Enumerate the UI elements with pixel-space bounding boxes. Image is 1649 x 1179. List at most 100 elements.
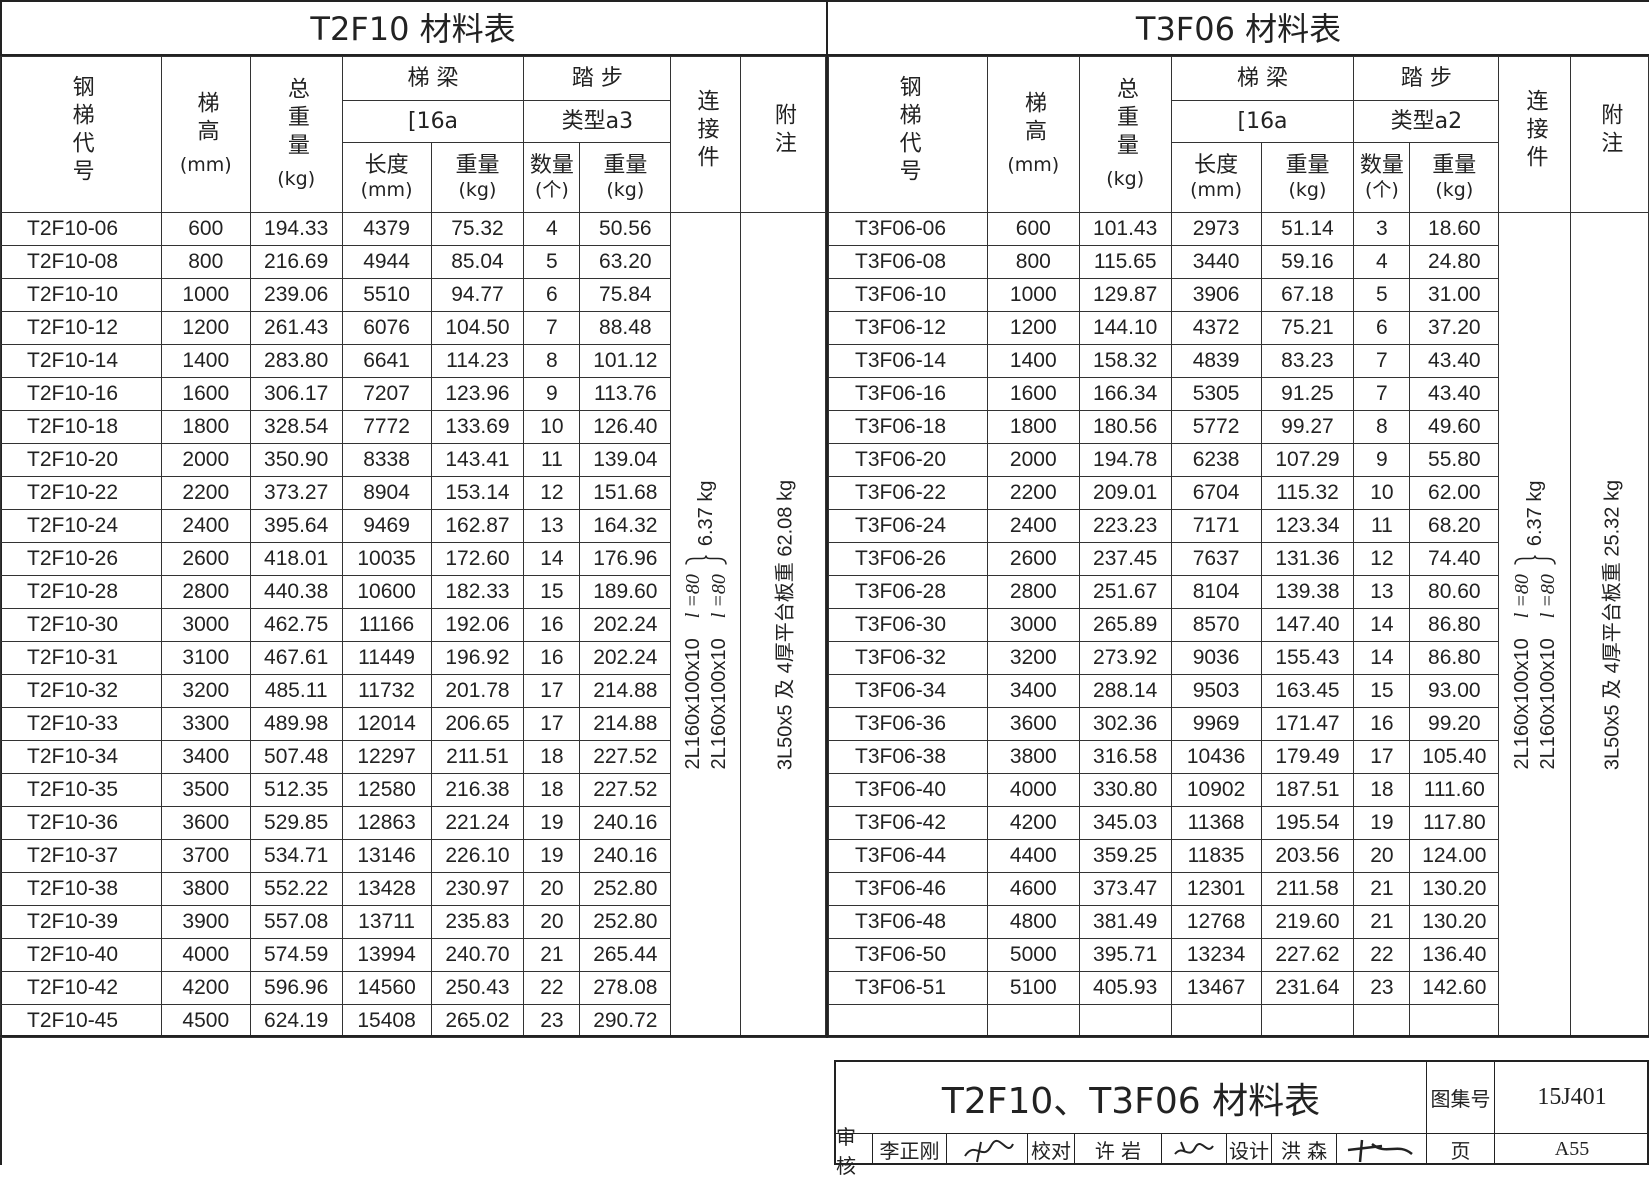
data-cell: 80.60 (1409, 575, 1500, 609)
data-cell: 4944 (341, 245, 432, 279)
data-row: T2F10-12 1200 261.43 6076 104.50 7 88.48 (0, 311, 826, 345)
data-row: T2F10-10 1000 239.06 5510 94.77 6 75.84 (0, 278, 826, 312)
data-cell: 7 (523, 311, 581, 345)
data-cell: 20 (1353, 839, 1411, 873)
data-row: T2F10-40 4000 574.59 13994 240.70 21 265.44 (0, 938, 826, 972)
length-header-unit: (mm) (1190, 179, 1242, 202)
data-cell: 203.56 (1260, 839, 1355, 873)
data-cell: 8 (1353, 410, 1411, 444)
data-cell: 37.20 (1409, 311, 1500, 345)
data-cell: 265.89 (1078, 608, 1172, 642)
check-label: 校对 (1028, 1134, 1075, 1165)
data-cell: 13 (523, 509, 581, 543)
data-cell: T2F10-31 (0, 641, 162, 675)
atlas-label: 图集号 (1427, 1062, 1495, 1134)
data-cell: 31.00 (1409, 278, 1500, 312)
data-cell: 111.60 (1409, 773, 1500, 807)
data-cell: 99.27 (1260, 410, 1355, 444)
review-label: 审核 (836, 1125, 873, 1178)
data-cell: 49.60 (1409, 410, 1500, 444)
data-cell: 12580 (341, 773, 432, 807)
data-cell: 74.40 (1409, 542, 1500, 576)
weight-header-unit: (kg) (1288, 179, 1327, 202)
data-cell: 4600 (986, 872, 1080, 906)
data-cell: T3F06-44 (828, 839, 988, 873)
data-cell: 50.56 (579, 212, 672, 246)
connector-cell: 2L160x100x10 l =80 2L160x100x10 l =80 6.37… (670, 212, 742, 1038)
data-cell: 17 (523, 707, 581, 741)
data-row: T3F06-12 1200 144.10 4372 75.21 6 37.20 (828, 311, 1649, 345)
data-cell: 18 (523, 773, 581, 807)
data-cell: 216.69 (249, 245, 343, 279)
note-cell: 3L50x5 及 4厚平台板重 62.08 kg (740, 212, 826, 1038)
data-cell: 75.84 (579, 278, 672, 312)
data-cell: 147.40 (1260, 608, 1355, 642)
data-cell: 239.06 (249, 278, 343, 312)
data-cell: 13146 (341, 839, 432, 873)
data-cell: 192.06 (430, 608, 525, 642)
data-cell: 12 (523, 476, 581, 510)
data-cell: 5305 (1170, 377, 1262, 411)
data-cell: 13 (1353, 575, 1411, 609)
step-header: 踏 步 (571, 65, 623, 91)
data-cell: T3F06-46 (828, 872, 988, 906)
data-cell: 99.20 (1409, 707, 1500, 741)
data-cell (1409, 1004, 1500, 1038)
data-cell: T3F06-18 (828, 410, 988, 444)
data-cell: 211.58 (1260, 872, 1355, 906)
data-cell: 62.00 (1409, 476, 1500, 510)
data-cell: 278.08 (579, 971, 672, 1005)
data-cell: 93.00 (1409, 674, 1500, 708)
title-block: T2F10、T3F06 材料表 图集号 15J401 审核 李正刚 校对 许 岩… (834, 1060, 1649, 1178)
data-cell: 1200 (986, 311, 1080, 345)
data-cell: 3400 (986, 674, 1080, 708)
data-cell: 1000 (986, 278, 1080, 312)
height-header: 梯高 (1021, 90, 1047, 147)
conn-header: 连接件 (1522, 88, 1548, 173)
data-cell: T2F10-38 (0, 872, 162, 906)
data-cell: 8570 (1170, 608, 1262, 642)
data-cell: 144.10 (1078, 311, 1172, 345)
data-cell: 9503 (1170, 674, 1262, 708)
data-cell: 3440 (1170, 245, 1262, 279)
data-cell: 21 (523, 938, 581, 972)
data-cell: 7171 (1170, 509, 1262, 543)
data-cell: 117.80 (1409, 806, 1500, 840)
data-cell: 11368 (1170, 806, 1262, 840)
data-cell: 12 (1353, 542, 1411, 576)
data-cell: 373.27 (249, 476, 343, 510)
material-table: 钢梯代号 梯高 (mm) 总重量 (kg) 梯 梁踏 步连接件 附注 [16a 类型a2 长度 (m… (828, 56, 1649, 1038)
data-cell: 462.75 (249, 608, 343, 642)
data-cell: 7772 (341, 410, 432, 444)
data-cell: T2F10-33 (0, 707, 162, 741)
data-cell: 3700 (160, 839, 251, 873)
data-cell: 16 (1353, 707, 1411, 741)
data-cell: 130.20 (1409, 872, 1500, 906)
header-cell: 重量 (kg) (579, 142, 672, 213)
data-cell: 557.08 (249, 905, 343, 939)
data-cell: T2F10-28 (0, 575, 162, 609)
data-row: T3F06-28 2800 251.67 8104 139.38 13 80.60 (828, 575, 1649, 609)
data-row: T2F10-34 3400 507.48 12297 211.51 18 227.52 (0, 740, 826, 774)
data-row: T2F10-33 3300 489.98 12014 206.65 17 214.88 (0, 707, 826, 741)
page-no: A55 (1554, 1138, 1590, 1160)
data-cell: 3900 (160, 905, 251, 939)
data-cell: 155.43 (1260, 641, 1355, 675)
signature (1337, 1134, 1427, 1165)
data-cell: 187.51 (1260, 773, 1355, 807)
data-cell: 115.32 (1260, 476, 1355, 510)
data-row: T2F10-32 3200 485.11 11732 201.78 17 214.88 (0, 674, 826, 708)
data-cell: 6704 (1170, 476, 1262, 510)
data-cell: 214.88 (579, 707, 672, 741)
header-cell: 重量 (kg) (430, 142, 525, 213)
data-cell: 180.56 (1078, 410, 1172, 444)
data-cell: 4000 (160, 938, 251, 972)
data-cell: 330.80 (1078, 773, 1172, 807)
brace (1513, 555, 1556, 565)
data-cell: 3100 (160, 641, 251, 675)
data-cell: 1000 (160, 278, 251, 312)
data-row: T2F10-26 2600 418.01 10035 172.60 14 176.96 (0, 542, 826, 576)
top-border (0, 0, 1649, 2)
data-cell: 129.87 (1078, 278, 1172, 312)
data-cell: 261.43 (249, 311, 343, 345)
